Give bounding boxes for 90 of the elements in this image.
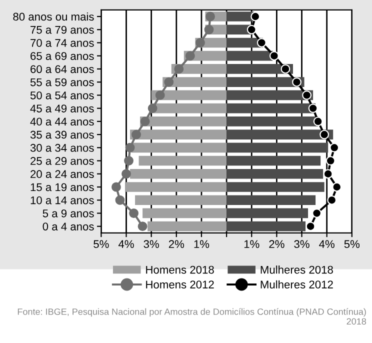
bar bbox=[226, 182, 324, 192]
source-note: Fonte: IBGE, Pesquisa Nacional por Amostra de Domicílios Contínua (PNAD Contínua) 2018 bbox=[18, 308, 366, 325]
x-tick-label: 5% bbox=[94, 240, 109, 248]
point bbox=[174, 64, 184, 74]
legend-label: Mulheres 2012 bbox=[260, 280, 333, 288]
legend-label: Homens 2018 bbox=[146, 266, 214, 274]
point bbox=[330, 142, 340, 152]
point bbox=[196, 38, 205, 48]
bar bbox=[226, 50, 273, 61]
point bbox=[124, 156, 134, 166]
bar bbox=[142, 208, 227, 218]
x-tick-label: 1% bbox=[194, 240, 210, 248]
bar bbox=[226, 116, 318, 126]
x-tick-label: 2% bbox=[269, 240, 284, 248]
y-tick-label: 15 a 19 anos bbox=[30, 183, 94, 192]
bar bbox=[226, 168, 324, 179]
y-tick-label: 60 a 64 anos bbox=[30, 65, 94, 74]
bar bbox=[135, 195, 227, 206]
y-tick-label: 0 a 4 anos bbox=[42, 222, 94, 230]
y-tick-label: 75 a 79 anos bbox=[30, 26, 94, 34]
point bbox=[332, 182, 342, 192]
point bbox=[129, 208, 138, 218]
y-tick-label: 35 a 39 anos bbox=[30, 130, 94, 139]
bar bbox=[226, 77, 304, 87]
bar bbox=[138, 156, 227, 166]
bar bbox=[226, 12, 254, 22]
point bbox=[306, 222, 316, 232]
bar bbox=[226, 221, 306, 232]
point bbox=[112, 182, 121, 192]
point bbox=[313, 116, 323, 126]
point bbox=[302, 90, 312, 100]
point bbox=[326, 156, 336, 166]
point bbox=[308, 104, 318, 114]
point bbox=[148, 104, 158, 114]
x-tick-label: 3% bbox=[294, 240, 310, 248]
y-tick-label: 10 a 14 anos bbox=[30, 196, 94, 204]
bar bbox=[226, 195, 316, 206]
bar bbox=[226, 156, 321, 166]
point bbox=[327, 195, 337, 205]
bar bbox=[151, 103, 227, 114]
bar bbox=[226, 208, 308, 218]
point bbox=[125, 142, 135, 152]
point bbox=[323, 169, 333, 179]
bar bbox=[131, 142, 227, 153]
point bbox=[164, 77, 174, 87]
point bbox=[185, 51, 195, 61]
bar bbox=[226, 90, 314, 100]
point bbox=[312, 208, 322, 218]
point bbox=[140, 116, 150, 126]
bar bbox=[226, 103, 316, 114]
x-tick-label: 3% bbox=[144, 240, 159, 248]
point bbox=[280, 64, 290, 74]
x-tick-label: 4% bbox=[118, 240, 134, 248]
point bbox=[115, 195, 125, 205]
y-tick-label: 5 a 9 anos bbox=[42, 209, 94, 218]
bar bbox=[226, 142, 328, 153]
bar bbox=[130, 168, 227, 179]
bar bbox=[148, 221, 227, 232]
point bbox=[204, 24, 214, 34]
bar bbox=[140, 116, 227, 126]
y-tick-label: 20 a 24 anos bbox=[30, 170, 94, 178]
point bbox=[246, 24, 256, 34]
point bbox=[292, 77, 302, 87]
bar bbox=[226, 130, 334, 140]
point bbox=[132, 130, 142, 140]
x-tick-label: 4% bbox=[319, 240, 334, 248]
x-tick-label: 1% bbox=[244, 240, 260, 248]
point bbox=[206, 12, 215, 22]
x-tick-label: 2% bbox=[168, 240, 184, 248]
x-tick-label: 5% bbox=[344, 240, 360, 248]
point bbox=[269, 51, 279, 61]
y-tick-label: 70 a 74 anos bbox=[30, 39, 94, 47]
y-tick-label: 50 a 54 anos bbox=[30, 91, 94, 100]
bar bbox=[125, 182, 227, 192]
bar bbox=[130, 130, 227, 140]
point bbox=[138, 222, 148, 232]
y-tick-label: 45 a 49 anos bbox=[30, 104, 94, 112]
y-tick-label: 80 anos ou mais bbox=[13, 12, 94, 21]
legend-label: Mulheres 2018 bbox=[260, 266, 333, 274]
point bbox=[320, 130, 330, 140]
y-tick-label: 40 a 44 anos bbox=[30, 118, 94, 126]
y-tick-label: 55 a 59 anos bbox=[30, 78, 94, 86]
y-tick-label: 25 a 29 anos bbox=[30, 157, 94, 165]
point bbox=[250, 12, 260, 22]
y-tick-label: 65 a 69 anos bbox=[30, 52, 94, 60]
point bbox=[122, 169, 131, 179]
y-tick-label: 30 a 34 anos bbox=[30, 144, 94, 152]
point bbox=[256, 38, 266, 48]
legend-label: Homens 2012 bbox=[146, 280, 214, 288]
point bbox=[155, 90, 165, 100]
